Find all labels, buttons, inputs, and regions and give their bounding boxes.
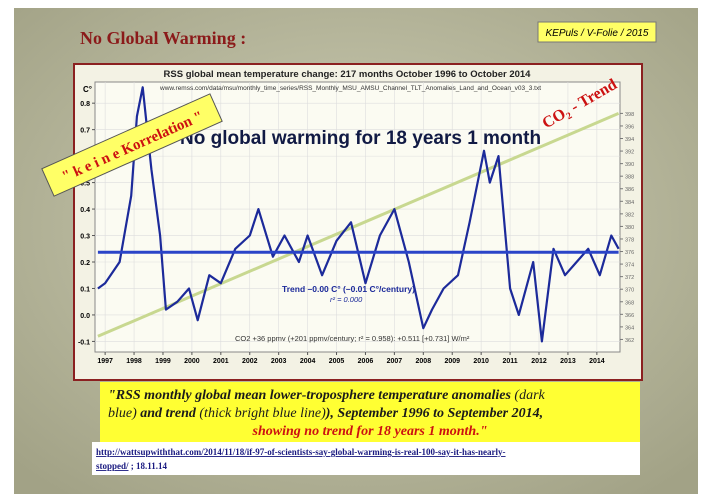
- x-tick-label: 2008: [416, 358, 432, 365]
- x-tick-label: 2002: [242, 358, 258, 365]
- x-tick-label: 1997: [97, 358, 113, 365]
- caption-part: "RSS monthly global mean lower-troposphe…: [108, 388, 511, 403]
- link[interactable]: http://wattsupwiththat.com/2014/11/18/if…: [96, 447, 506, 457]
- y-tick-label: 0.7: [80, 128, 90, 135]
- y-tick-label: 0.0: [80, 313, 90, 320]
- x-tick-label: 2014: [589, 358, 605, 365]
- caption-part: (thick bright blue line): [196, 406, 326, 421]
- x-tick-label: 2009: [444, 358, 460, 365]
- x-tick-label: 2013: [560, 358, 576, 365]
- x-tick-label: 2011: [502, 358, 517, 365]
- y-tick-label: 0.3: [80, 234, 90, 241]
- y2-tick-label: 368: [625, 300, 634, 306]
- y-tick-label: 0.1: [80, 286, 90, 293]
- x-tick-label: 2010: [473, 358, 489, 365]
- slide-title: No Global Warming :: [80, 28, 246, 48]
- x-tick-label: 2005: [329, 358, 345, 365]
- y-tick-label: 0.5: [80, 181, 90, 188]
- y-tick-label: -0.1: [78, 339, 90, 346]
- chart-title: RSS global mean temperature change: 217 …: [164, 69, 532, 80]
- caption-part: (dark: [511, 388, 546, 403]
- series-line: [97, 112, 620, 338]
- trend-label: Trend –0.00 C° (–0.01 C°/century): [282, 284, 415, 294]
- y2-tick-label: 390: [625, 162, 634, 168]
- y2-tick-label: 376: [625, 250, 634, 256]
- y2-tick-label: 378: [625, 237, 634, 243]
- badge-box: [537, 21, 657, 43]
- x-tick-label: 2001: [213, 358, 229, 365]
- y2-tick-label: 374: [625, 263, 634, 269]
- co2-label: CO2 +36 ppmv (+201 ppmv/century; r² = 0.…: [235, 334, 470, 343]
- link-box: [92, 442, 640, 475]
- x-tick-label: 2006: [358, 358, 374, 365]
- y2-tick-label: 362: [625, 338, 634, 344]
- caption-box: [100, 382, 640, 444]
- x-tick-label: 2004: [300, 358, 316, 365]
- y2-tick-label: 372: [625, 275, 634, 281]
- x-tick-label: 2007: [387, 358, 403, 365]
- y2-tick-label: 366: [625, 313, 634, 319]
- stamp-box: [41, 93, 223, 197]
- y2-tick-label: 386: [625, 187, 634, 193]
- headline: No global warming for 18 years 1 month: [180, 128, 541, 149]
- caption: "RSS monthly global mean lower-troposphe…: [108, 388, 548, 421]
- y2-tick-label: 394: [625, 137, 634, 143]
- y2-tick-label: 382: [625, 212, 634, 218]
- badge: KEPuls / V-Folie / 2015: [545, 28, 648, 39]
- chart-subtitle: www.remss.com/data/msu/monthly_time_seri…: [159, 85, 541, 92]
- y2-tick-label: 364: [625, 325, 634, 331]
- x-tick-label: 2000: [184, 358, 200, 365]
- y2-tick-label: 384: [625, 200, 634, 206]
- y-axis-label: C°: [83, 85, 92, 94]
- link[interactable]: stopped/ ; 18.11.14: [96, 461, 168, 471]
- caption-part: blue): [108, 406, 137, 421]
- y2-tick-label: 396: [625, 124, 634, 130]
- series-line: [97, 86, 620, 343]
- y2-tick-label: 392: [625, 150, 634, 156]
- caption-part: and trend: [137, 406, 197, 421]
- caption-part: ), September 1996 to September 2014,: [324, 406, 543, 421]
- x-tick-label: 2012: [531, 358, 547, 365]
- y2-tick-label: 380: [625, 225, 634, 231]
- r2-label: r² = 0.000: [330, 295, 363, 304]
- x-tick-label: 1998: [126, 358, 142, 365]
- caption-highlight: showing no trend for 18 years 1 month.": [252, 424, 488, 439]
- y2-tick-label: 388: [625, 175, 634, 181]
- x-tick-label: 1999: [155, 358, 171, 365]
- x-tick-label: 2003: [271, 358, 287, 365]
- y-tick-label: 0.4: [80, 207, 90, 214]
- y-tick-label: 0.8: [80, 101, 90, 108]
- y2-tick-label: 398: [625, 112, 634, 118]
- y2-tick-label: 370: [625, 288, 634, 294]
- link-part[interactable]: stopped/: [96, 461, 129, 471]
- y-tick-label: 0.2: [80, 260, 90, 267]
- link-date: ; 18.11.14: [129, 461, 168, 471]
